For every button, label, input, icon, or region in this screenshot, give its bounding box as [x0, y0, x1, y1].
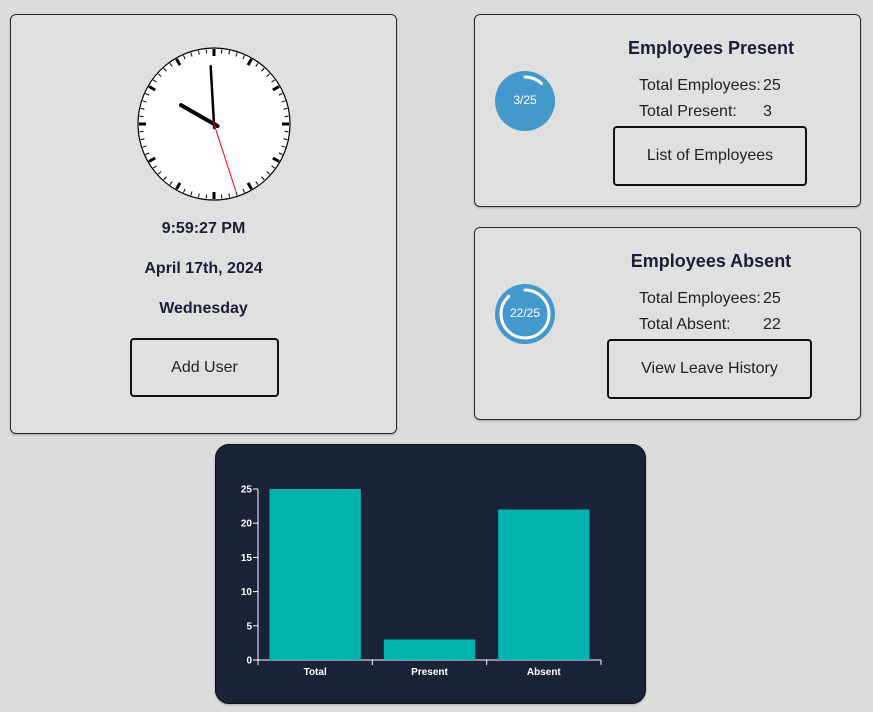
clock-tick	[266, 73, 271, 77]
clock-tick	[145, 152, 150, 155]
clock-tick	[281, 100, 286, 103]
total-employees-label: Total Employees:	[639, 290, 761, 307]
clock-tick	[283, 138, 288, 141]
clock-tick	[157, 73, 162, 77]
clock-tick	[148, 156, 156, 163]
clock-tick	[183, 188, 186, 193]
clock-tick	[142, 100, 147, 103]
bar-total	[269, 489, 361, 660]
clock-tick	[255, 181, 259, 185]
y-tick-label: 10	[241, 587, 253, 598]
clock-tick	[183, 55, 186, 60]
bar-absent	[498, 509, 590, 660]
clock-tick	[145, 93, 150, 96]
total-absent-value: 22	[763, 316, 781, 333]
clock-tick	[197, 50, 200, 55]
clock-tick	[255, 63, 259, 67]
clock-tick	[235, 191, 238, 196]
total-employees-value: 25	[763, 290, 781, 307]
clock-tick	[169, 63, 173, 67]
attendance-chart-card: 0 5 10 15 20 25 Total Present Absent	[215, 444, 646, 704]
x-tick-label: Total	[304, 667, 327, 678]
clock-tick	[261, 67, 265, 72]
clock-tick	[272, 156, 280, 163]
employees-absent-title: Employees Absent	[630, 251, 792, 271]
present-ring-label: 3/25	[513, 93, 537, 107]
total-employees-label: Total Employees:	[639, 77, 761, 94]
attendance-bar-chart: 0 5 10 15 20 25 Total Present Absent	[241, 485, 602, 678]
y-tick-label: 0	[246, 656, 252, 667]
add-user-button[interactable]: Add User	[130, 338, 279, 397]
absent-ring-label: 22/25	[509, 306, 541, 320]
clock-tick	[246, 58, 253, 66]
y-tick-label: 25	[241, 485, 253, 496]
total-present-value: 3	[763, 103, 772, 120]
clock-tick	[272, 85, 280, 92]
clock-tick	[153, 79, 157, 83]
clock-card: 9:59:27 PM April 17th, 2024 Wednesday Ad…	[10, 14, 397, 434]
minute-hand	[209, 64, 216, 130]
y-tick-label: 5	[246, 621, 252, 632]
second-hand	[212, 119, 237, 192]
clock-tick	[140, 138, 145, 141]
clock-tick	[153, 165, 157, 169]
current-day: Wednesday	[159, 300, 248, 317]
clock-tick	[148, 85, 156, 92]
analog-clock	[137, 47, 291, 201]
clock-tick	[283, 107, 288, 110]
current-time: 9:59:27 PM	[161, 220, 246, 237]
clock-tick	[140, 107, 145, 110]
clock-tick	[190, 191, 193, 196]
clock-tick	[235, 52, 238, 57]
clock-tick	[228, 193, 231, 198]
clock-tick	[246, 182, 253, 190]
clock-tick	[163, 67, 167, 72]
current-date: April 17th, 2024	[144, 260, 263, 277]
employees-present-card: Employees Present 3/25 Total Employees: …	[474, 14, 861, 207]
present-progress-ring	[495, 71, 555, 131]
clock-tick	[242, 188, 245, 193]
clock-tick	[271, 165, 275, 169]
clock-tick	[190, 52, 193, 57]
x-tick-label: Absent	[527, 667, 562, 678]
y-tick-label: 15	[241, 553, 253, 564]
total-present-label: Total Present:	[639, 103, 737, 120]
list-of-employees-button[interactable]: List of Employees	[613, 126, 807, 186]
clock-tick	[271, 79, 275, 83]
clock-tick	[266, 171, 271, 175]
clock-tick	[175, 182, 182, 190]
clock-tick	[242, 55, 245, 60]
view-leave-history-button[interactable]: View Leave History	[607, 339, 812, 399]
clock-tick	[261, 176, 265, 181]
y-tick-label: 20	[241, 519, 253, 530]
clock-tick	[163, 176, 167, 181]
clock-tick	[228, 50, 231, 55]
clock-tick	[175, 58, 182, 66]
clock-tick	[142, 145, 147, 148]
clock-tick	[278, 93, 283, 96]
total-employees-value: 25	[763, 77, 781, 94]
hour-hand	[179, 103, 220, 128]
x-tick-label: Present	[411, 667, 448, 678]
clock-tick	[278, 152, 283, 155]
clock-tick	[169, 181, 173, 185]
clock-tick	[281, 145, 286, 148]
absent-progress-ring	[495, 284, 555, 344]
employees-absent-card: Employees Absent 22/25 Total Employees: …	[474, 227, 861, 420]
clock-tick	[197, 193, 200, 198]
bar-present	[383, 639, 476, 660]
total-absent-label: Total Absent:	[639, 316, 731, 333]
employees-present-title: Employees Present	[627, 38, 795, 58]
clock-tick	[157, 171, 162, 175]
